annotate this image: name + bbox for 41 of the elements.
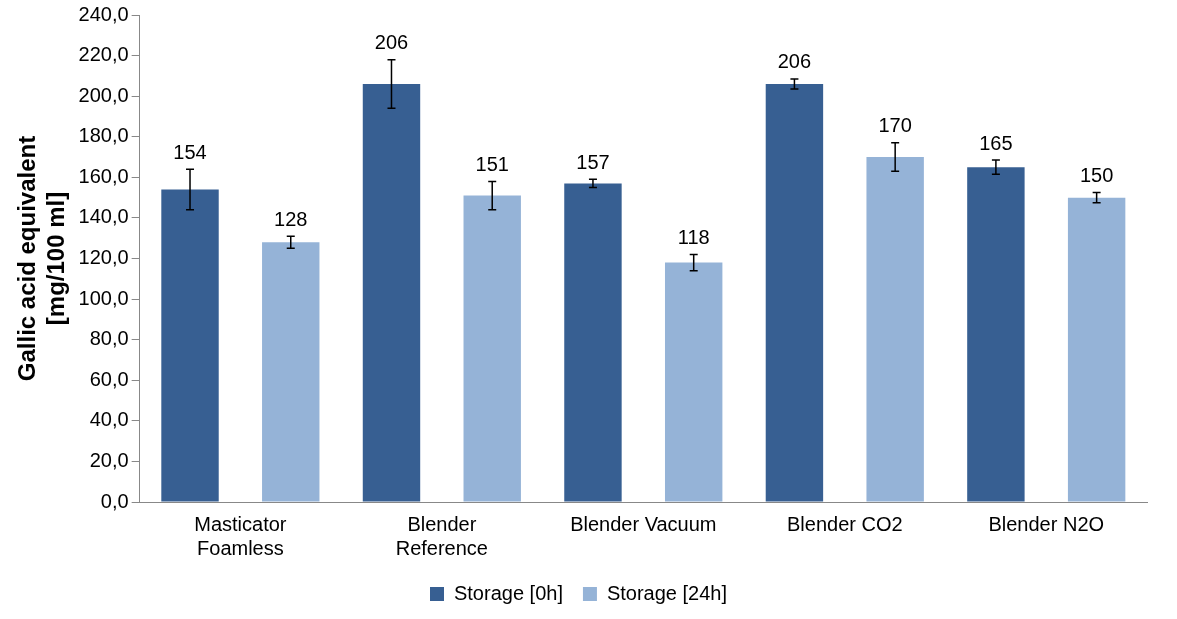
y-tick-label: 240,0 [78,2,129,25]
bar [866,157,924,502]
bar [463,195,521,502]
data-label: 170 [878,114,912,137]
data-label: 154 [173,140,207,163]
bar [564,183,622,502]
data-label: 151 [475,152,509,175]
y-tick-label: 20,0 [89,448,129,471]
y-tick-label: 160,0 [78,164,129,187]
y-tick-label: 220,0 [78,43,129,66]
y-tick-label: 40,0 [89,408,129,431]
y-tick-label: 80,0 [89,327,129,350]
x-tick-label: Blender Reference [395,512,488,559]
y-tick-label: 0,0 [100,489,129,512]
legend-label: Storage [0h] [453,581,563,604]
y-tick-label: 120,0 [78,246,129,269]
bar [765,83,824,502]
bar [664,262,723,502]
y-tick-label: 100,0 [78,286,129,309]
data-label: 157 [576,150,610,173]
y-tick-label: 140,0 [78,205,129,228]
x-tick-label: Blender N2O [988,512,1105,535]
bar [967,167,1025,502]
data-label: 118 [677,225,710,248]
bar [262,242,320,502]
bar [161,189,219,502]
data-label: 206 [777,50,812,73]
x-tick-label: Blender Vacuum [570,512,717,535]
bar [1067,197,1126,502]
data-label: 150 [1079,164,1114,187]
x-tick-label: Masticator Foamless [194,512,287,559]
data-label: 206 [374,31,409,54]
x-tick-label: Blender CO2 [786,512,903,535]
data-label: 165 [979,131,1013,154]
data-label: 128 [274,207,308,230]
bar [362,83,421,502]
y-tick-label: 200,0 [78,83,129,106]
y-axis-title: Gallic acid equivalent [mg/100 ml] [13,135,69,382]
y-tick-label: 180,0 [78,124,129,147]
y-tick-label: 60,0 [89,367,129,390]
legend-label: Storage [24h] [606,581,728,604]
